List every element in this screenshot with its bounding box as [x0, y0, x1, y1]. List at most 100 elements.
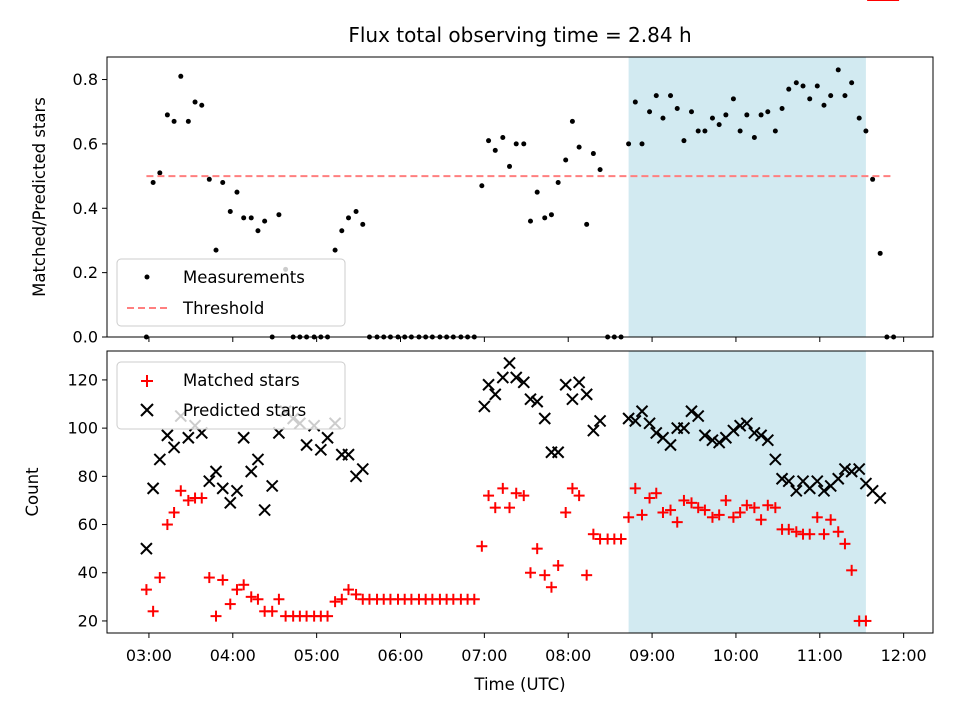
predicted-marker-b	[314, 443, 328, 457]
predicted-star-point	[790, 484, 803, 498]
matched-star-point	[825, 514, 837, 526]
matched-star-point	[741, 499, 753, 511]
measurement-point	[185, 118, 191, 124]
y-tick-label: 100	[67, 419, 98, 438]
predicted-star-point	[230, 484, 244, 498]
measurement-point	[877, 250, 883, 256]
matched-star-point	[790, 526, 802, 538]
predicted-marker-b	[559, 378, 572, 391]
measurement-point	[723, 112, 729, 118]
predicted-marker-b	[489, 388, 502, 401]
predicted-star-point	[482, 378, 495, 391]
legend-measurements-label: Measurements	[183, 268, 305, 287]
measurement-point	[255, 228, 261, 234]
predicted-marker-b	[216, 482, 229, 495]
x-tick-label: 03:00	[126, 646, 172, 665]
predicted-star-point	[524, 392, 537, 406]
predicted-star-point	[664, 438, 677, 452]
panel-counts: 20 40 60 80 100 120 03:00 04:00 05:00 06:00 07:00…	[23, 0, 934, 694]
matched-star-point	[720, 494, 732, 506]
matched-star-point	[518, 490, 530, 502]
measurement-point	[199, 102, 205, 108]
predicted-star-point	[832, 472, 845, 485]
measurement-point	[849, 80, 855, 86]
measurement-point	[192, 99, 198, 105]
predicted-star-point	[593, 414, 607, 428]
measurement-point	[241, 215, 247, 221]
measurement-point	[744, 112, 750, 118]
measurement-point	[276, 212, 282, 218]
predicted-marker-b	[587, 424, 600, 437]
matched-star-point	[560, 506, 572, 518]
matched-star-point	[252, 593, 264, 605]
predicted-marker-b	[691, 409, 705, 423]
predicted-marker-b	[503, 356, 516, 370]
matched-star-point	[762, 499, 774, 511]
y-tick-label: 60	[78, 515, 98, 534]
matched-star-point	[685, 497, 697, 509]
predicted-star-point	[356, 462, 369, 476]
matched-star-point	[692, 502, 704, 514]
measurement-point	[584, 221, 590, 227]
matched-star-point	[755, 514, 767, 526]
top-x-ticks	[148, 337, 905, 342]
predicted-star-point	[251, 453, 265, 466]
predicted-marker-b	[566, 392, 579, 406]
measurement-point	[870, 176, 876, 182]
measurement-point	[737, 128, 743, 134]
matched-star-point	[783, 523, 795, 535]
measurement-point	[716, 122, 722, 128]
predicted-marker-b	[153, 453, 167, 466]
measurement-point	[590, 151, 596, 157]
predicted-marker-b	[811, 474, 824, 488]
matched-star-point	[168, 506, 180, 518]
predicted-star-point	[530, 395, 544, 408]
predicted-star-point	[224, 496, 237, 510]
predicted-marker-b	[321, 431, 334, 444]
matched-star-point	[657, 506, 669, 518]
matched-star-point	[343, 584, 355, 596]
predicted-marker-b	[356, 462, 369, 476]
matched-star-point	[581, 569, 593, 581]
measurement-point	[730, 96, 736, 102]
predicted-star-point	[817, 484, 831, 498]
measurement-point	[486, 138, 492, 144]
predicted-star-point	[761, 433, 775, 447]
predicted-marker-b	[832, 472, 845, 485]
predicted-marker-b	[258, 503, 271, 517]
predicted-marker-b	[572, 376, 586, 389]
predicted-marker-b	[478, 400, 491, 413]
legend-predicted-marker	[140, 403, 154, 417]
measurement-point	[681, 138, 687, 144]
y-tick-label: 0.4	[73, 199, 98, 218]
predicted-marker-b	[580, 388, 593, 401]
matched-star-point	[539, 569, 551, 581]
matched-star-point	[727, 511, 739, 523]
predicted-star-point	[873, 491, 887, 505]
y-tick-label: 20	[78, 611, 98, 630]
measurement-point	[856, 115, 862, 121]
measurement-point	[765, 109, 771, 115]
matched-star-point	[175, 485, 187, 497]
y-tick-label: 40	[78, 563, 98, 582]
measurement-point	[569, 118, 575, 124]
panel-ratio: 0.00.20.40.60.8 Matched/Predicted stars …	[30, 56, 934, 347]
predicted-marker-b	[245, 465, 258, 478]
predicted-star-point	[775, 472, 789, 485]
measurement-point	[842, 93, 848, 99]
predicted-star-point	[733, 419, 747, 432]
measurement-point	[653, 93, 659, 99]
predicted-marker-b	[265, 479, 279, 493]
measurement-point	[695, 128, 701, 134]
predicted-star-point	[811, 474, 824, 488]
matched-star-point	[615, 533, 627, 545]
predicted-marker-b	[706, 433, 719, 447]
predicted-star-point	[258, 503, 271, 517]
matched-star-point	[636, 509, 648, 521]
matched-star-point	[734, 506, 746, 518]
predicted-marker-b	[517, 376, 530, 389]
predicted-marker-b	[224, 496, 237, 510]
predicted-star-point	[478, 400, 491, 413]
matched-star-point	[804, 528, 816, 540]
predicted-star-point	[321, 431, 334, 444]
